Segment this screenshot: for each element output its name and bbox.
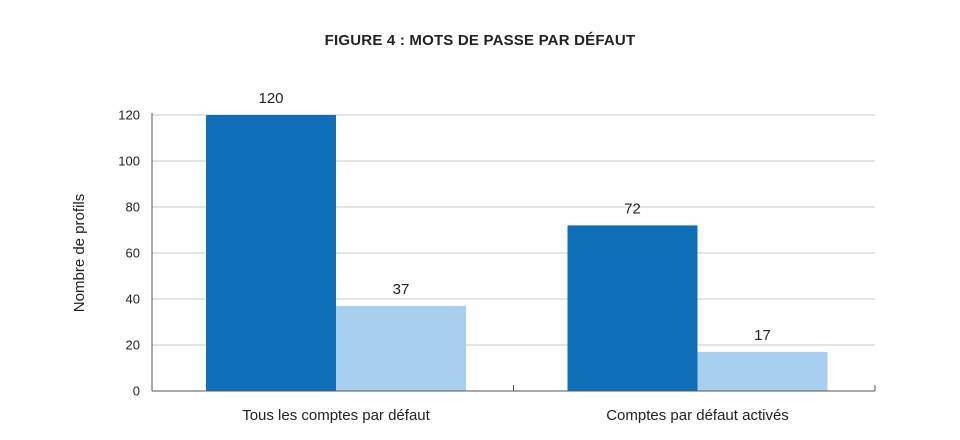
y-tick-label: 0 <box>133 384 140 399</box>
bar <box>206 115 336 391</box>
y-tick-label: 20 <box>126 338 140 353</box>
gridlines <box>152 114 875 346</box>
chart-title: FIGURE 4 : MOTS DE PASSE PAR DÉFAUT <box>324 32 636 49</box>
bar <box>697 351 828 391</box>
axes <box>151 113 876 392</box>
bars <box>206 115 828 391</box>
y-tick-label: 80 <box>126 200 140 215</box>
x-tick-label: Comptes par défaut activés <box>606 407 789 424</box>
labels: 0 20 40 60 80 100 120 120 37 Tous les comptes par… <box>71 90 789 424</box>
data-label: 72 <box>624 200 641 217</box>
bar <box>567 225 698 391</box>
y-tick-label: 60 <box>126 246 140 261</box>
data-label: 37 <box>393 281 410 298</box>
y-axis-label: Nombre de profils <box>71 194 88 312</box>
y-tick-label: 40 <box>126 292 140 307</box>
y-tick-label: 120 <box>118 108 140 123</box>
x-tick-label: Tous les comptes par défaut <box>242 407 430 424</box>
bar <box>336 305 466 391</box>
data-label: 120 <box>258 90 283 107</box>
y-tick-label: 100 <box>118 154 140 169</box>
data-label: 17 <box>754 327 771 344</box>
